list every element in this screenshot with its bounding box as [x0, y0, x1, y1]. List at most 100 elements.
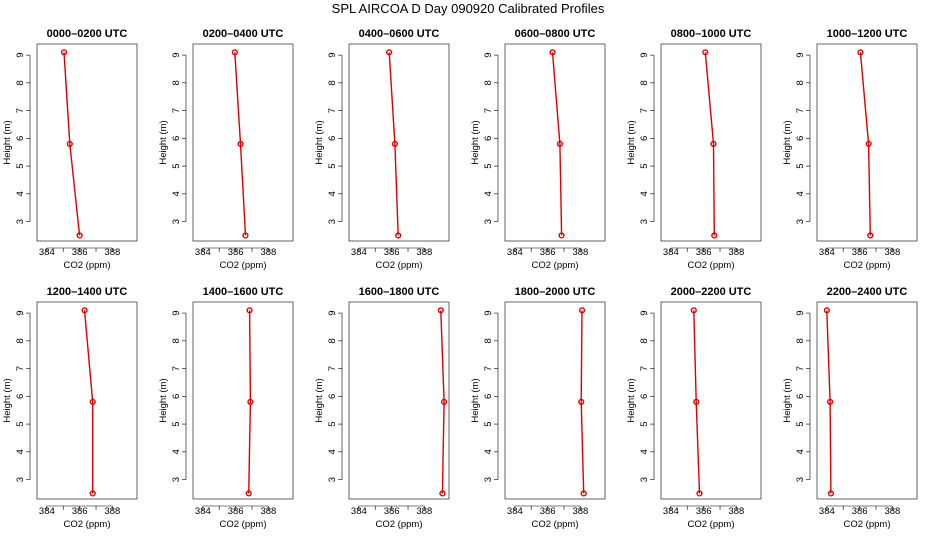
profile-panel: 1200–1400 UTC 384 386 388 CO2 (ppm) 3 4 5 6 7 8 9 He… — [2, 286, 138, 530]
x-tick-label: 388 — [416, 247, 432, 258]
profile-point — [245, 490, 252, 497]
y-tick-label: 5 — [171, 421, 182, 426]
x-axis-label: CO2 (ppm) — [376, 260, 423, 271]
panel-title: 1000–1200 UTC — [827, 28, 908, 40]
profile-point — [827, 398, 834, 405]
x-tick-label: 388 — [884, 506, 900, 517]
y-tick-label: 5 — [327, 163, 338, 168]
y-tick-label: 6 — [327, 394, 338, 399]
y-tick-label: 8 — [795, 80, 806, 85]
profile-point — [693, 398, 700, 405]
y-tick-label: 4 — [483, 191, 494, 196]
x-tick-label: 386 — [696, 247, 712, 258]
x-tick-label: 384 — [819, 506, 835, 517]
y-tick-label: 8 — [327, 80, 338, 85]
y-tick-label: 3 — [483, 477, 494, 482]
profile-point — [437, 307, 444, 314]
y-tick-label: 9 — [15, 310, 26, 315]
y-tick-label: 6 — [483, 394, 494, 399]
x-tick-label: 388 — [104, 506, 120, 517]
plot-frame — [816, 43, 918, 242]
y-tick-label: 3 — [483, 219, 494, 224]
x-tick-label: 388 — [572, 247, 588, 258]
plot-frame — [192, 43, 294, 242]
y-tick-label: 7 — [15, 366, 26, 371]
profile-line — [826, 310, 832, 494]
x-tick-label: 388 — [260, 247, 276, 258]
profile-point — [76, 232, 83, 239]
y-tick-label: 7 — [15, 108, 26, 113]
x-tick-label: 384 — [39, 247, 55, 258]
y-tick-label: 6 — [795, 136, 806, 141]
y-axis-label: Height (m) — [158, 120, 169, 164]
profile-point — [690, 307, 697, 314]
y-tick-label: 9 — [327, 310, 338, 315]
profile-point — [696, 490, 703, 497]
x-tick-label: 386 — [852, 506, 868, 517]
y-axis-label: Height (m) — [314, 378, 325, 422]
x-tick-label: 388 — [728, 247, 744, 258]
panel-title: 0000–0200 UTC — [47, 28, 128, 40]
y-tick-label: 3 — [639, 219, 650, 224]
y-tick-label: 5 — [171, 163, 182, 168]
y-tick-label: 9 — [639, 310, 650, 315]
plot-frame — [660, 301, 762, 500]
y-tick-label: 7 — [639, 108, 650, 113]
plot-frame — [36, 43, 138, 242]
x-tick-label: 386 — [384, 247, 400, 258]
y-tick-label: 7 — [171, 366, 182, 371]
panel-title: 0200–0400 UTC — [203, 28, 284, 40]
y-tick-label: 6 — [795, 394, 806, 399]
profile-panel: 1000–1200 UTC 384 386 388 CO2 (ppm) 3 4 5 6 7 8 9 He… — [782, 28, 918, 271]
plot-frame — [192, 301, 294, 500]
y-tick-label: 9 — [639, 52, 650, 57]
panel-title: 1400–1600 UTC — [203, 286, 284, 298]
x-tick-label: 386 — [852, 247, 868, 258]
profile-point — [710, 140, 717, 147]
profile-point — [823, 307, 830, 314]
y-tick-label: 3 — [15, 219, 26, 224]
panel-title: 1200–1400 UTC — [47, 286, 128, 298]
x-tick-label: 384 — [819, 247, 835, 258]
y-tick-label: 4 — [639, 449, 650, 454]
y-tick-label: 7 — [795, 366, 806, 371]
y-tick-label: 9 — [795, 52, 806, 57]
y-tick-label: 3 — [327, 477, 338, 482]
y-tick-label: 4 — [171, 191, 182, 196]
y-tick-label: 4 — [795, 449, 806, 454]
y-axis-label: Height (m) — [626, 378, 637, 422]
y-tick-label: 8 — [171, 338, 182, 343]
y-axis-label: Height (m) — [314, 120, 325, 164]
plot-frame — [504, 43, 606, 242]
profile-line — [580, 310, 585, 494]
profile-point — [827, 490, 835, 497]
y-tick-label: 4 — [15, 449, 26, 454]
x-tick-label: 384 — [195, 247, 211, 258]
profile-point — [439, 490, 446, 497]
profile-point — [395, 232, 402, 239]
y-tick-label: 8 — [15, 80, 26, 85]
profile-panel: 0800–1000 UTC 384 386 388 CO2 (ppm) 3 4 5 6 7 8 9 He… — [626, 28, 762, 271]
x-tick-label: 386 — [228, 506, 244, 517]
y-tick-label: 4 — [171, 449, 182, 454]
profile-point — [865, 140, 872, 147]
x-tick-label: 388 — [572, 506, 588, 517]
y-tick-label: 4 — [483, 449, 494, 454]
y-axis-label: Height (m) — [2, 120, 13, 164]
x-tick-label: 384 — [351, 506, 367, 517]
y-axis-label: Height (m) — [782, 120, 793, 164]
profile-point — [246, 307, 253, 314]
profile-point — [247, 398, 254, 405]
x-axis-label: CO2 (ppm) — [220, 260, 267, 271]
panel-title: 0400–0600 UTC — [359, 28, 440, 40]
x-tick-label: 388 — [728, 506, 744, 517]
plot-frame — [348, 43, 450, 242]
y-tick-label: 3 — [327, 219, 338, 224]
x-tick-label: 388 — [416, 506, 432, 517]
plot-frame — [348, 301, 450, 500]
profile-line — [83, 310, 94, 494]
profile-line — [234, 52, 247, 236]
y-tick-label: 9 — [327, 52, 338, 57]
y-axis-label: Height (m) — [782, 378, 793, 422]
